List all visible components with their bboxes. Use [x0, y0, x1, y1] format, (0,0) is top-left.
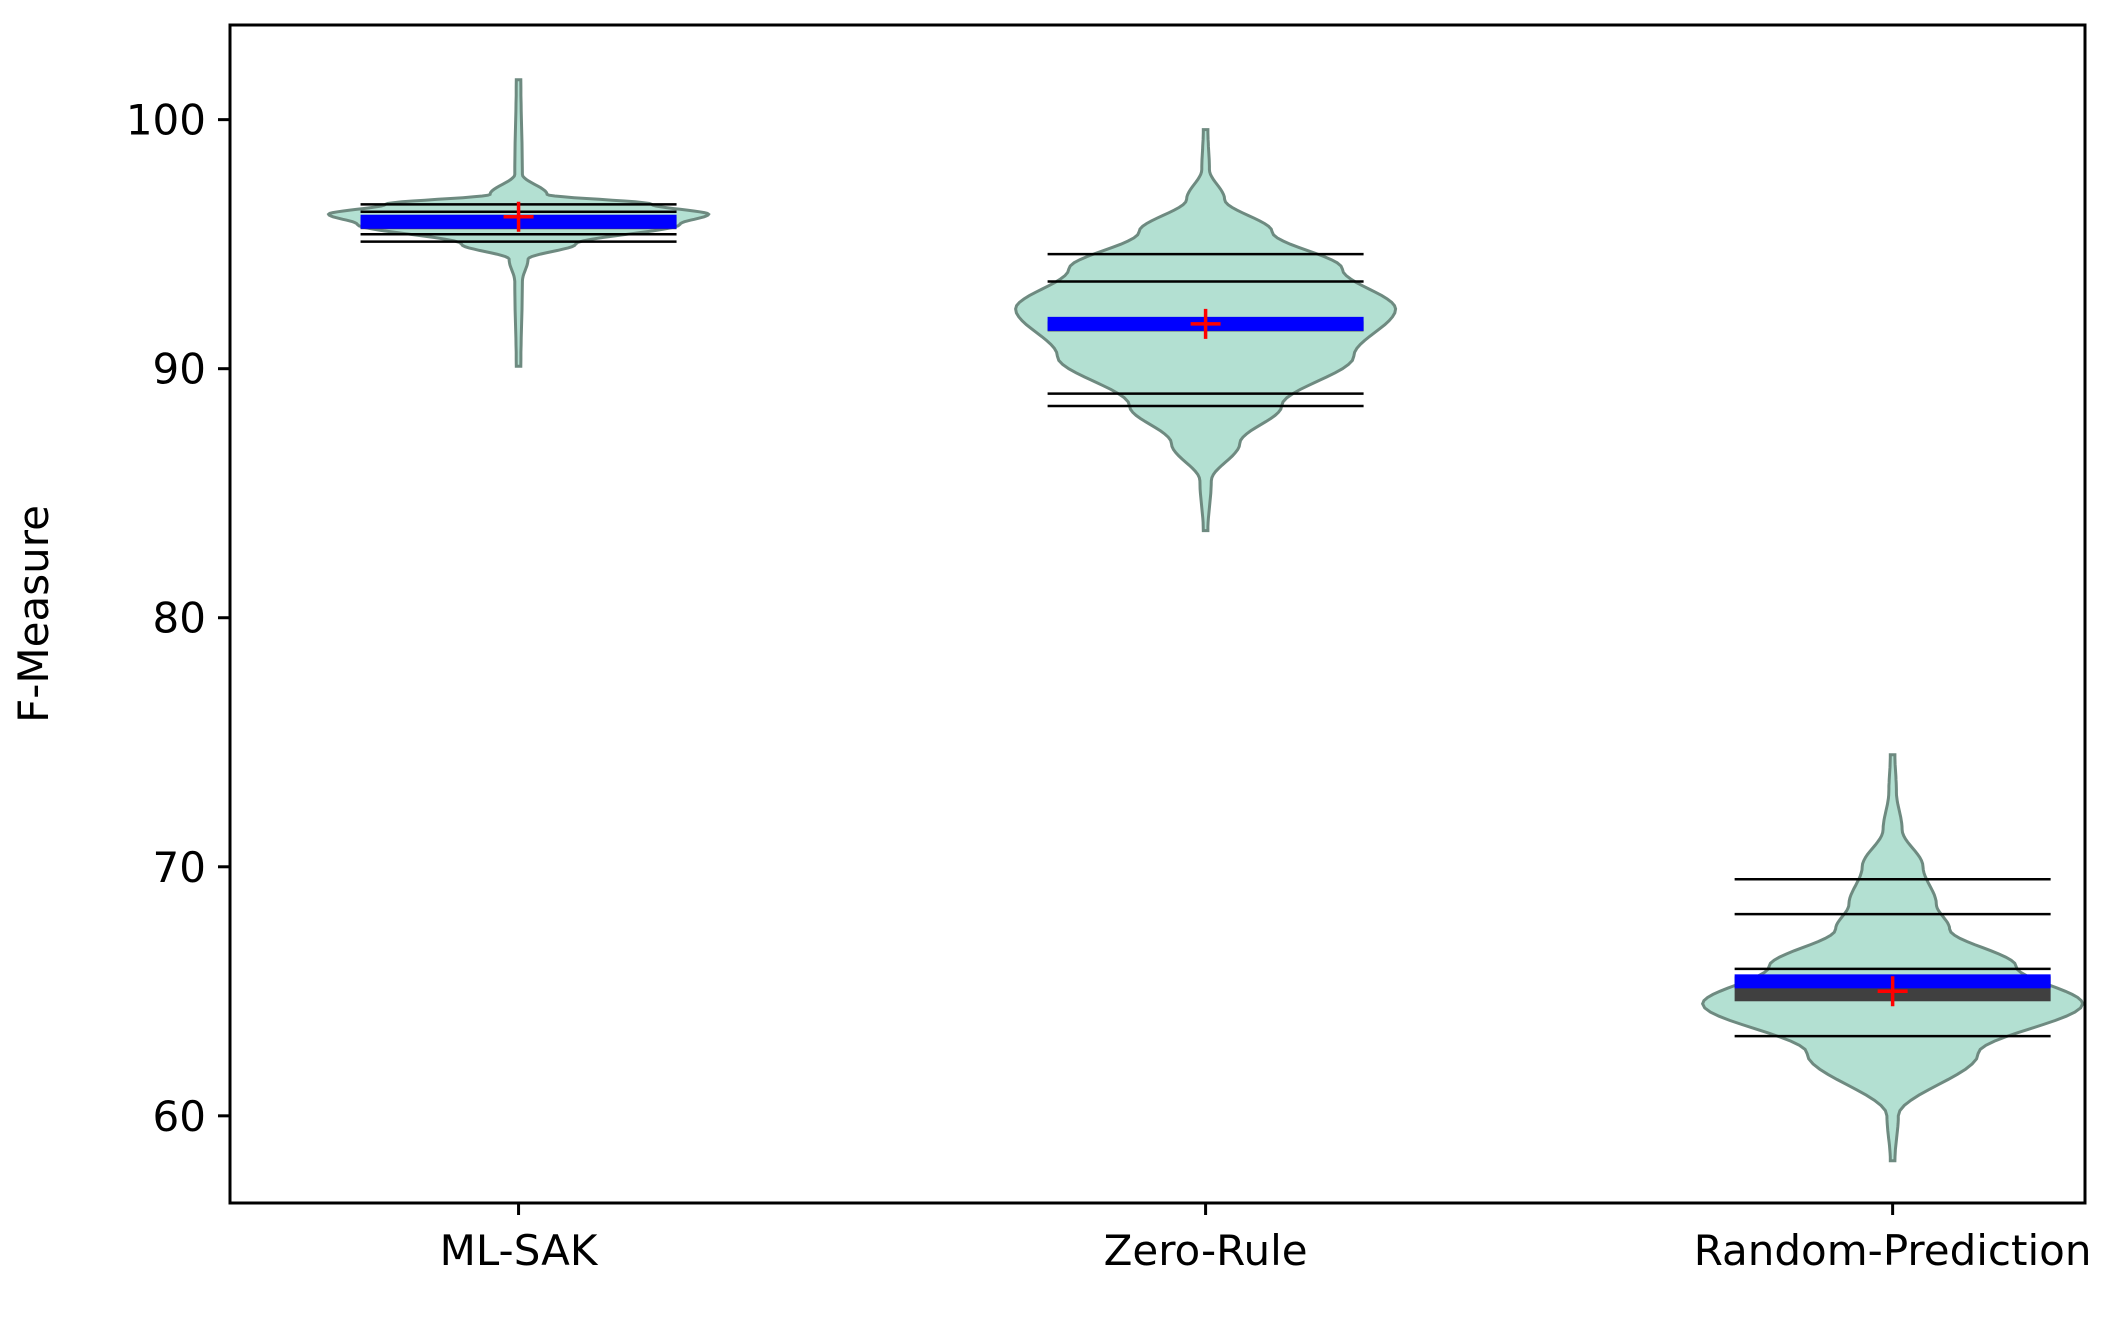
violin-group: [1700, 753, 2085, 1163]
y-tick-label: 60: [153, 1092, 206, 1141]
x-tick-label: ML-SAK: [440, 1226, 599, 1275]
y-tick-label: 80: [153, 594, 206, 643]
violin-group: [1014, 128, 1398, 533]
plot-area: [326, 78, 2085, 1163]
mean-marker: [1877, 976, 1908, 1007]
y-tick-label: 90: [153, 345, 206, 394]
x-tick-label: Random-Prediction: [1694, 1226, 2092, 1275]
y-axis: 60 70 80 90 100: [126, 96, 230, 1141]
mean-marker: [1190, 308, 1221, 339]
x-axis: ML-SAK Zero-Rule Random-Prediction: [440, 1203, 2092, 1275]
violin-body: [1700, 753, 2085, 1163]
x-tick-label: Zero-Rule: [1104, 1226, 1308, 1275]
mean-marker: [503, 201, 534, 232]
y-tick-label: 70: [153, 843, 206, 892]
plot-frame: [228, 23, 2087, 1205]
y-tick-label: 100: [126, 96, 206, 145]
violin-group: [326, 78, 711, 368]
y-axis-label: F-Measure: [9, 505, 58, 723]
